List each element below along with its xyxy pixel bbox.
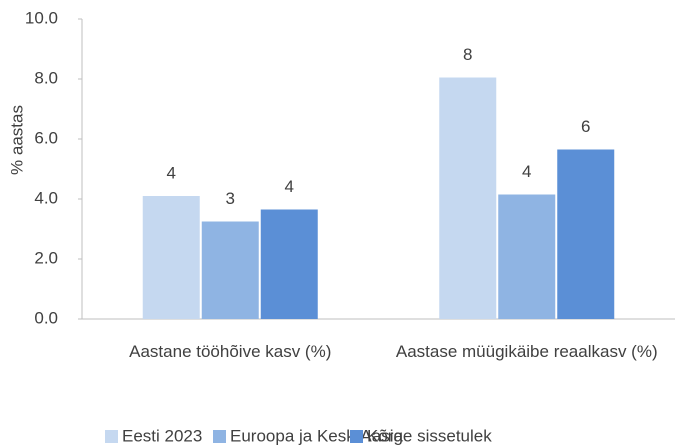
x-tick-label: Aastane tööhõive kasv (%): [129, 342, 332, 361]
bar: [201, 221, 259, 319]
bar: [498, 194, 556, 319]
y-tick-label: 0.0: [34, 308, 58, 327]
data-label: 4: [285, 177, 294, 196]
data-label: 6: [581, 117, 590, 136]
bar: [142, 196, 200, 319]
bar: [439, 77, 497, 319]
data-label: 8: [463, 45, 472, 64]
bar: [260, 209, 318, 319]
y-tick-label: 2.0: [34, 248, 58, 267]
legend-label: Eesti 2023: [122, 426, 202, 445]
data-label: 4: [167, 163, 176, 182]
y-tick-label: 8.0: [34, 68, 58, 87]
y-tick-label: 10.0: [25, 8, 58, 27]
data-label: 4: [522, 162, 531, 181]
legend-swatch: [213, 430, 226, 443]
y-axis-label: % aastas: [7, 105, 26, 175]
y-tick-label: 4.0: [34, 188, 58, 207]
legend-swatch: [105, 430, 118, 443]
x-tick-label: Aastase müügikäibe reaalkasv (%): [395, 342, 658, 361]
legend-swatch: [350, 430, 363, 443]
bar: [557, 149, 615, 319]
legend-label: Kõrge sissetulek: [367, 426, 492, 445]
data-label: 3: [226, 189, 235, 208]
y-tick-label: 6.0: [34, 128, 58, 147]
